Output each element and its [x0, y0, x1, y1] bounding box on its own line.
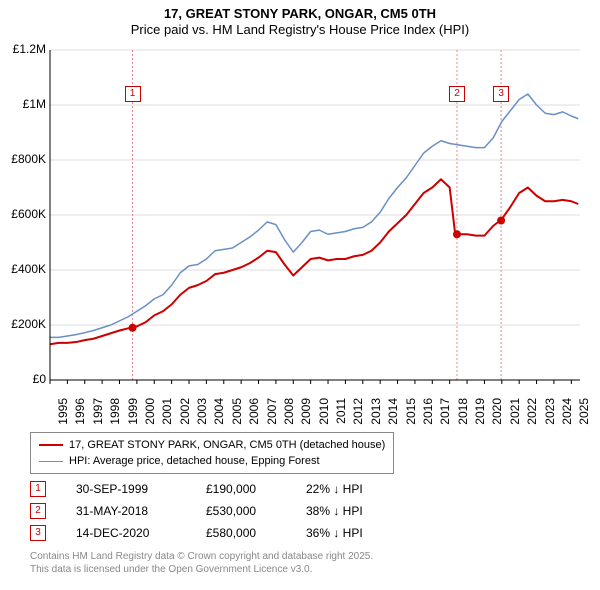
- legend-swatch: [39, 461, 63, 462]
- x-tick-label: 2015: [404, 398, 418, 438]
- sale-marker-label: 1: [125, 86, 141, 102]
- y-tick-label: £800K: [2, 152, 46, 166]
- x-tick-label: 2020: [490, 398, 504, 438]
- sale-number-badge: 3: [30, 525, 46, 541]
- sale-row: 2 31-MAY-2018£530,00038% ↓ HPI: [30, 500, 406, 522]
- chart-container: 17, GREAT STONY PARK, ONGAR, CM5 0TH Pri…: [0, 0, 600, 590]
- x-tick-label: 2017: [438, 398, 452, 438]
- x-tick-label: 2019: [473, 398, 487, 438]
- y-tick-label: £1.2M: [2, 42, 46, 56]
- legend-swatch: [39, 444, 63, 446]
- legend: 17, GREAT STONY PARK, ONGAR, CM5 0TH (de…: [30, 432, 394, 474]
- sale-marker-label: 3: [493, 86, 509, 102]
- sale-row: 3 14-DEC-2020£580,00036% ↓ HPI: [30, 522, 406, 544]
- chart-svg: [0, 0, 600, 420]
- sale-price: £530,000: [206, 504, 306, 518]
- sale-date: 31-MAY-2018: [76, 504, 206, 518]
- x-tick-label: 2023: [543, 398, 557, 438]
- x-tick-label: 2018: [456, 398, 470, 438]
- sale-delta: 36% ↓ HPI: [306, 526, 406, 540]
- sales-table: 1 30-SEP-1999£190,00022% ↓ HPI 2 31-MAY-201…: [30, 478, 406, 544]
- legend-row: HPI: Average price, detached house, Eppi…: [39, 453, 385, 469]
- sale-delta: 22% ↓ HPI: [306, 482, 406, 496]
- x-tick-label: 2022: [525, 398, 539, 438]
- sale-marker-label: 2: [449, 86, 465, 102]
- x-tick-label: 2024: [560, 398, 574, 438]
- copyright-line1: Contains HM Land Registry data © Crown c…: [30, 550, 373, 563]
- sale-price: £190,000: [206, 482, 306, 496]
- legend-label: 17, GREAT STONY PARK, ONGAR, CM5 0TH (de…: [69, 439, 385, 451]
- x-tick-label: 2016: [421, 398, 435, 438]
- y-tick-label: £0: [2, 372, 46, 386]
- sale-row: 1 30-SEP-1999£190,00022% ↓ HPI: [30, 478, 406, 500]
- copyright-notice: Contains HM Land Registry data © Crown c…: [30, 550, 373, 576]
- sale-date: 30-SEP-1999: [76, 482, 206, 496]
- y-tick-label: £600K: [2, 207, 46, 221]
- sale-number-badge: 1: [30, 481, 46, 497]
- sale-number-badge: 2: [30, 503, 46, 519]
- legend-row: 17, GREAT STONY PARK, ONGAR, CM5 0TH (de…: [39, 437, 385, 453]
- x-tick-label: 2021: [508, 398, 522, 438]
- sale-date: 14-DEC-2020: [76, 526, 206, 540]
- copyright-line2: This data is licensed under the Open Gov…: [30, 563, 373, 576]
- sale-delta: 38% ↓ HPI: [306, 504, 406, 518]
- x-tick-label: 2025: [577, 398, 591, 438]
- y-tick-label: £400K: [2, 262, 46, 276]
- legend-label: HPI: Average price, detached house, Eppi…: [69, 455, 320, 467]
- y-tick-label: £1M: [2, 97, 46, 111]
- sale-price: £580,000: [206, 526, 306, 540]
- y-tick-label: £200K: [2, 317, 46, 331]
